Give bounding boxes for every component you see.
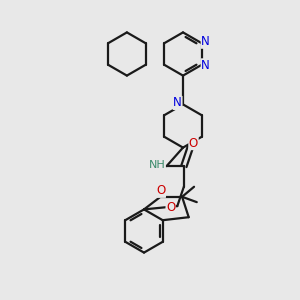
Text: O: O: [156, 184, 165, 197]
Text: N: N: [173, 96, 182, 110]
Text: O: O: [166, 201, 175, 214]
Text: N: N: [201, 35, 210, 48]
Text: N: N: [201, 59, 210, 72]
Text: NH: NH: [148, 160, 165, 170]
Text: O: O: [189, 136, 198, 150]
